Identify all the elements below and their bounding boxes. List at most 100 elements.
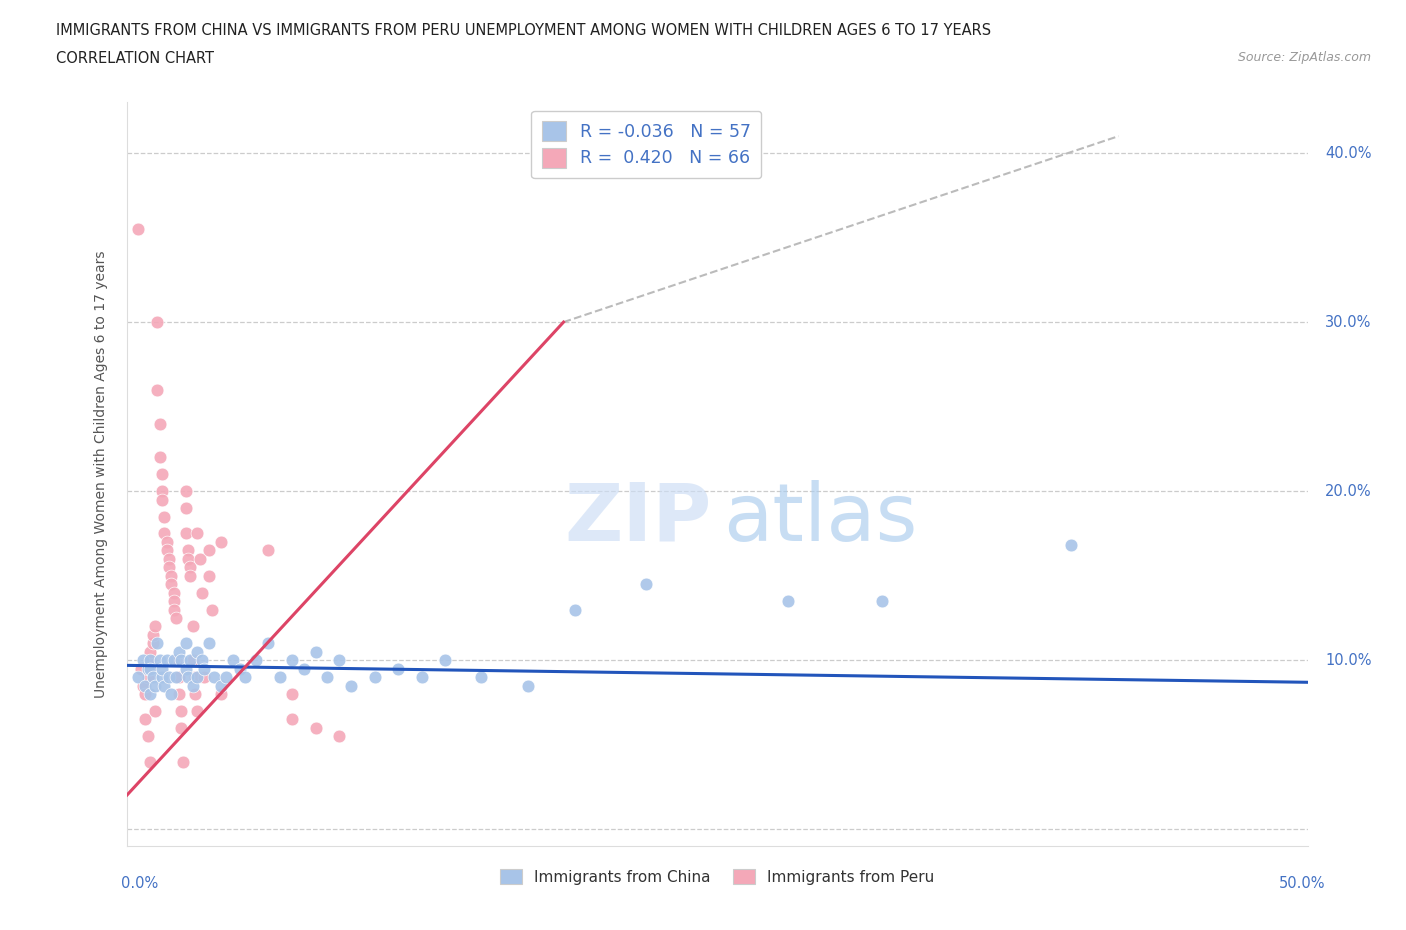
Text: ZIP: ZIP — [564, 480, 711, 558]
Point — [316, 670, 339, 684]
Point — [177, 670, 200, 684]
Point — [186, 670, 208, 684]
Point — [153, 678, 176, 693]
Point — [157, 551, 180, 566]
Point — [149, 450, 172, 465]
Point — [172, 754, 194, 769]
Point — [209, 535, 232, 550]
Point — [127, 221, 149, 236]
Point — [132, 653, 155, 668]
Text: Source: ZipAtlas.com: Source: ZipAtlas.com — [1237, 51, 1371, 64]
Text: 30.0%: 30.0% — [1326, 314, 1372, 329]
Point — [257, 543, 280, 558]
Text: 0.0%: 0.0% — [121, 876, 157, 891]
Point — [202, 670, 225, 684]
Text: IMMIGRANTS FROM CHINA VS IMMIGRANTS FROM PERU UNEMPLOYMENT AMONG WOMEN WITH CHIL: IMMIGRANTS FROM CHINA VS IMMIGRANTS FROM… — [56, 23, 991, 38]
Text: CORRELATION CHART: CORRELATION CHART — [56, 51, 214, 66]
Point — [363, 670, 385, 684]
Point — [200, 602, 222, 617]
Point — [160, 577, 183, 591]
Point — [150, 670, 173, 684]
Point — [167, 670, 190, 684]
Point — [165, 670, 187, 684]
Point — [149, 416, 172, 431]
Point — [281, 712, 304, 727]
Point — [165, 611, 187, 626]
Point — [170, 721, 193, 736]
Point — [143, 704, 166, 719]
Point — [146, 314, 169, 329]
Y-axis label: Unemployment Among Women with Children Ages 6 to 17 years: Unemployment Among Women with Children A… — [94, 250, 108, 698]
Point — [215, 670, 238, 684]
Point — [411, 670, 433, 684]
Point — [245, 653, 267, 668]
Point — [222, 653, 245, 668]
Point — [167, 644, 190, 659]
Point — [150, 484, 173, 498]
Point — [143, 678, 166, 693]
Text: 20.0%: 20.0% — [1326, 484, 1372, 498]
Point — [387, 661, 409, 676]
Point — [184, 670, 207, 684]
Point — [156, 535, 179, 550]
Point — [139, 644, 162, 659]
Point — [139, 754, 162, 769]
Point — [186, 526, 208, 541]
Point — [129, 661, 152, 676]
Point — [281, 686, 304, 701]
Point — [209, 686, 232, 701]
Text: 40.0%: 40.0% — [1326, 145, 1372, 161]
Point — [304, 644, 326, 659]
Point — [304, 721, 326, 736]
Point — [156, 653, 179, 668]
Point — [636, 577, 658, 591]
Point — [233, 670, 256, 684]
Point — [134, 686, 156, 701]
Point — [163, 602, 186, 617]
Point — [193, 670, 215, 684]
Point — [163, 585, 186, 600]
Point — [193, 661, 215, 676]
Point — [134, 712, 156, 727]
Point — [160, 686, 183, 701]
Point — [127, 670, 149, 684]
Point — [191, 653, 214, 668]
Point — [174, 500, 197, 515]
Point — [139, 686, 162, 701]
Point — [134, 678, 156, 693]
Point — [328, 729, 350, 744]
Point — [136, 661, 159, 676]
Point — [186, 704, 208, 719]
Point — [143, 619, 166, 634]
Point — [181, 619, 204, 634]
Point — [165, 653, 187, 668]
Point — [1060, 538, 1083, 552]
Point — [146, 382, 169, 397]
Point — [181, 653, 204, 668]
Point — [150, 492, 173, 507]
Point — [179, 653, 201, 668]
Point — [470, 670, 492, 684]
Point — [136, 729, 159, 744]
Point — [281, 653, 304, 668]
Point — [517, 678, 540, 693]
Point — [156, 543, 179, 558]
Point — [177, 543, 200, 558]
Text: 10.0%: 10.0% — [1326, 653, 1372, 668]
Point — [181, 678, 204, 693]
Point — [209, 678, 232, 693]
Point — [139, 653, 162, 668]
Point — [174, 661, 197, 676]
Point — [340, 678, 363, 693]
Point — [170, 704, 193, 719]
Point — [139, 661, 162, 676]
Point — [179, 568, 201, 583]
Point — [174, 526, 197, 541]
Point — [257, 636, 280, 651]
Point — [163, 593, 186, 608]
Point — [269, 670, 291, 684]
Point — [177, 551, 200, 566]
Point — [139, 653, 162, 668]
Point — [328, 653, 350, 668]
Point — [434, 653, 457, 668]
